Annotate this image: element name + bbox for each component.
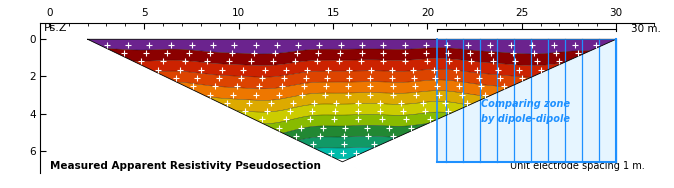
Polygon shape [88, 39, 616, 54]
Bar [437, 39, 616, 162]
Polygon shape [127, 58, 565, 77]
Text: Unit electrode spacing 1 m.: Unit electrode spacing 1 m. [510, 161, 644, 171]
Text: Ps.Z: Ps.Z [44, 24, 67, 33]
Polygon shape [306, 144, 381, 170]
Text: 30 m.: 30 m. [631, 24, 661, 34]
Text: Comparing zone: Comparing zone [481, 99, 570, 109]
Polygon shape [105, 48, 590, 66]
Polygon shape [195, 91, 491, 112]
Polygon shape [239, 112, 452, 135]
Polygon shape [150, 69, 541, 89]
Text: Measured Apparent Resistivity Pseudosection: Measured Apparent Resistivity Pseudosect… [50, 161, 321, 171]
Polygon shape [262, 123, 429, 147]
Polygon shape [172, 80, 516, 101]
Text: by dipole-dipole: by dipole-dipole [481, 114, 570, 124]
Polygon shape [284, 134, 406, 159]
Polygon shape [217, 101, 468, 124]
